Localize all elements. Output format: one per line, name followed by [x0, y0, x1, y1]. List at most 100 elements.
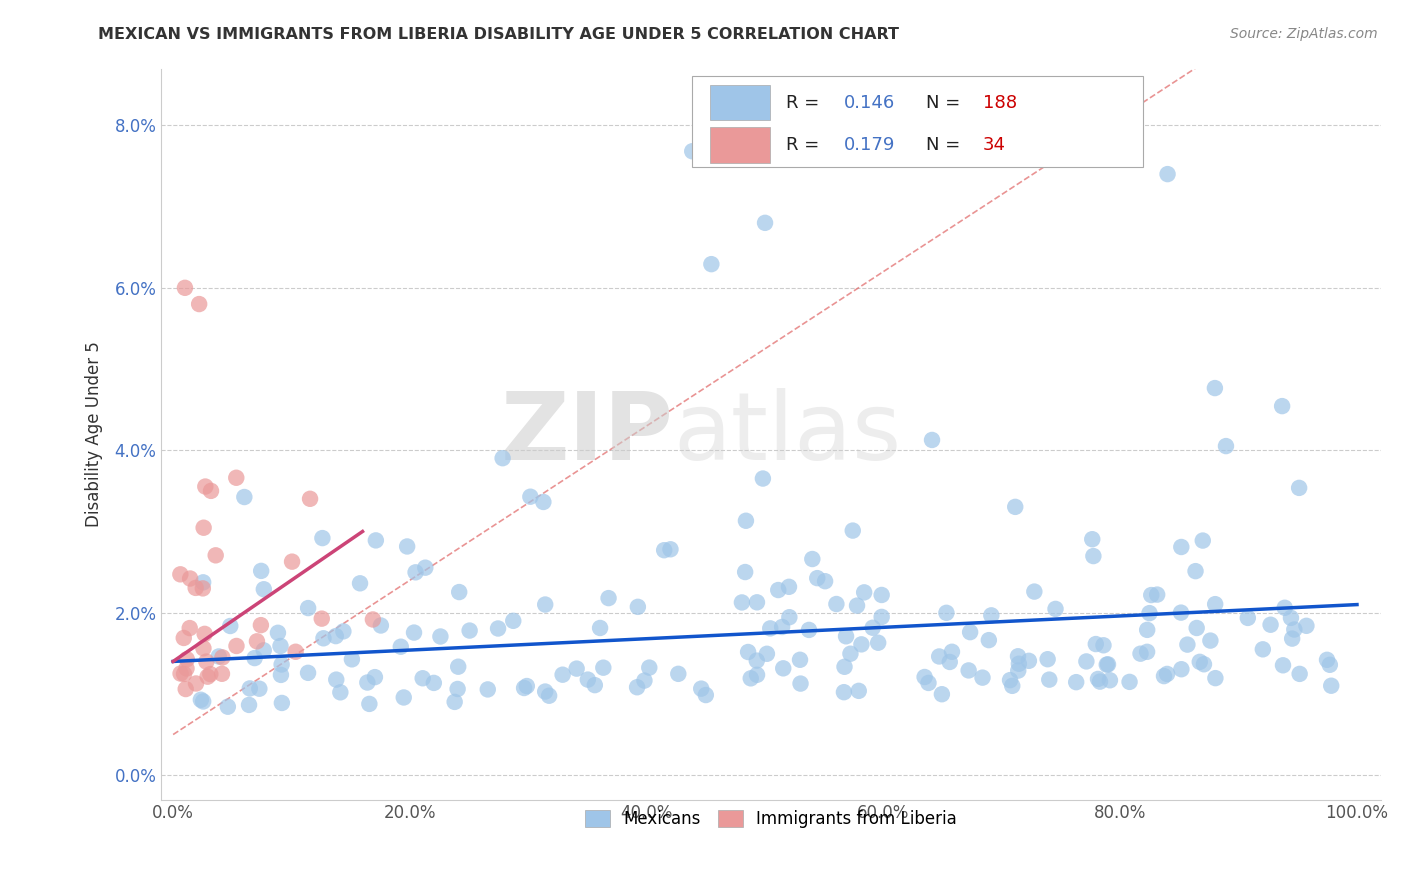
Point: [1279, 611, 1302, 625]
Point: [389, 640, 412, 654]
Point: [1140, 588, 1163, 602]
Point: [1284, 623, 1306, 637]
Point: [1088, 674, 1111, 689]
Point: [789, 676, 811, 690]
Point: [695, 688, 717, 702]
Point: [329, 685, 352, 699]
Point: [486, 622, 509, 636]
Point: [1191, 533, 1213, 548]
Point: [531, 495, 554, 509]
Point: [1007, 649, 1029, 664]
Point: [778, 580, 800, 594]
Point: [1204, 381, 1226, 395]
Point: [250, 618, 273, 632]
Point: [311, 612, 333, 626]
Text: N =: N =: [925, 136, 966, 154]
Point: [1139, 606, 1161, 620]
Point: [188, 297, 211, 311]
Point: [735, 514, 758, 528]
Point: [1038, 673, 1060, 687]
Point: [752, 471, 775, 485]
Point: [1004, 500, 1026, 514]
Point: [1199, 633, 1222, 648]
Point: [446, 681, 468, 696]
Point: [1251, 642, 1274, 657]
Point: [1092, 638, 1115, 652]
Point: [1153, 669, 1175, 683]
Point: [179, 621, 201, 635]
Point: [626, 680, 648, 694]
Point: [1281, 632, 1303, 646]
Point: [659, 542, 682, 557]
Point: [332, 624, 354, 639]
Point: [797, 623, 820, 637]
Point: [195, 655, 218, 669]
Point: [191, 582, 214, 596]
Point: [243, 651, 266, 665]
Point: [233, 490, 256, 504]
Point: [627, 599, 650, 614]
Point: [1192, 657, 1215, 672]
Point: [193, 694, 215, 708]
Point: [848, 683, 870, 698]
Point: [1272, 658, 1295, 673]
Point: [1204, 597, 1226, 611]
Point: [174, 681, 197, 696]
Point: [745, 654, 768, 668]
Text: 188: 188: [983, 94, 1018, 112]
Point: [270, 657, 292, 672]
Point: [551, 667, 574, 681]
Point: [737, 645, 759, 659]
Point: [921, 433, 943, 447]
Point: [402, 625, 425, 640]
Point: [1081, 532, 1104, 546]
Point: [250, 564, 273, 578]
Point: [284, 645, 307, 659]
Point: [211, 666, 233, 681]
Point: [1170, 540, 1192, 554]
Text: N =: N =: [925, 94, 966, 112]
Text: atlas: atlas: [673, 388, 901, 480]
Point: [246, 634, 269, 648]
Point: [583, 678, 606, 692]
Point: [281, 555, 304, 569]
Point: [846, 599, 869, 613]
Point: [174, 281, 197, 295]
Point: [972, 671, 994, 685]
Point: [349, 576, 371, 591]
FancyBboxPatch shape: [710, 127, 769, 163]
Point: [862, 621, 884, 635]
Point: [755, 647, 778, 661]
Point: [1177, 638, 1199, 652]
Point: [225, 639, 247, 653]
Point: [204, 549, 226, 563]
Text: 0.146: 0.146: [844, 94, 896, 112]
Point: [928, 649, 950, 664]
Point: [1097, 657, 1119, 672]
Point: [1288, 481, 1310, 495]
Point: [1316, 653, 1339, 667]
Point: [941, 645, 963, 659]
Point: [191, 575, 214, 590]
FancyBboxPatch shape: [692, 76, 1143, 167]
Point: [731, 595, 754, 609]
Point: [190, 692, 212, 706]
Point: [270, 696, 292, 710]
Point: [825, 597, 848, 611]
Point: [1185, 621, 1208, 635]
Legend: Mexicans, Immigrants from Liberia: Mexicans, Immigrants from Liberia: [579, 804, 963, 835]
Point: [458, 624, 481, 638]
Point: [814, 574, 837, 589]
Point: [325, 673, 347, 687]
Point: [1087, 672, 1109, 686]
Point: [1008, 657, 1031, 671]
Point: [870, 588, 893, 602]
Point: [534, 598, 557, 612]
Point: [423, 676, 446, 690]
Point: [325, 629, 347, 643]
Point: [443, 695, 465, 709]
Point: [270, 668, 292, 682]
Point: [977, 633, 1000, 648]
Point: [193, 641, 215, 656]
FancyBboxPatch shape: [710, 85, 769, 120]
